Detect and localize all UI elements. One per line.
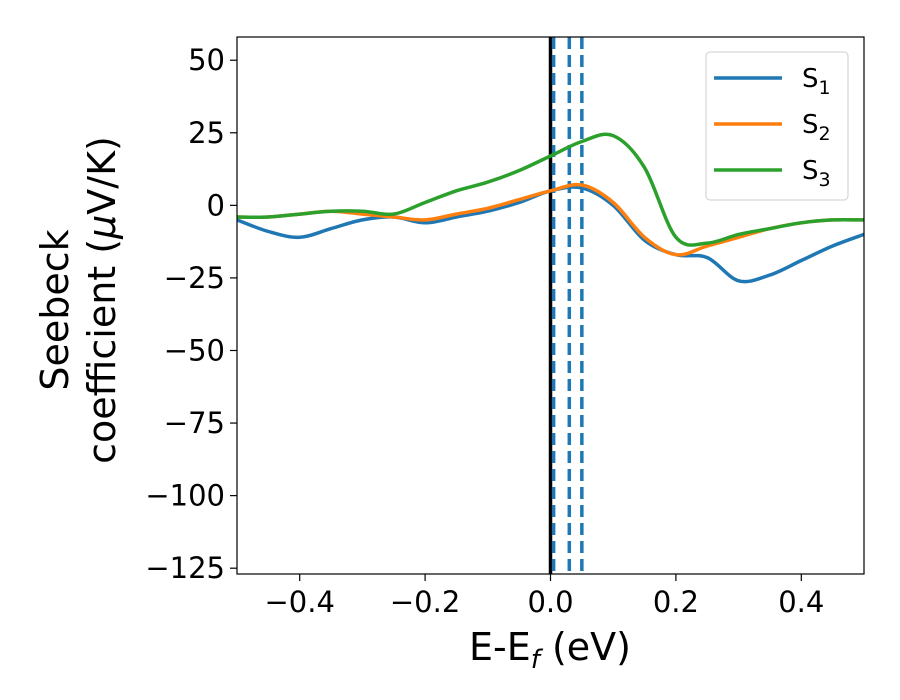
y-tick-label: 50 — [188, 43, 225, 77]
legend-label-s2: S2 — [802, 110, 831, 145]
y-tick-label: 25 — [188, 116, 225, 150]
y-axis-title-mu: μ — [80, 215, 124, 240]
reference-lines — [548, 37, 584, 574]
series-group — [237, 132, 864, 284]
x-axis: −0.4 −0.2 0.0 0.2 0.4 — [264, 574, 824, 619]
x-tick-label: 0.0 — [527, 585, 573, 619]
x-axis-title: E-Ef (eV) — [469, 625, 631, 675]
legend-frame — [705, 51, 849, 201]
legend-label-s3: S3 — [802, 156, 831, 191]
legend-label-sub: 1 — [819, 77, 831, 99]
legend-label-sub: 2 — [819, 123, 831, 145]
y-axis-title-pre: coefficient ( — [80, 239, 124, 464]
x-tick-label: 0.4 — [778, 585, 824, 619]
x-tick-label: 0.2 — [653, 585, 699, 619]
x-tick-label: −0.2 — [390, 585, 460, 619]
x-axis-title-unit: (eV) — [540, 625, 631, 669]
x-axis-title-main: E-E — [469, 625, 531, 669]
legend-label-main: S — [802, 110, 819, 140]
series-line-s3 — [237, 132, 864, 247]
y-tick-label: −50 — [164, 333, 225, 367]
y-tick-label: −100 — [145, 479, 225, 513]
legend-label-main: S — [802, 64, 819, 94]
y-axis-title-line1: Seebeck — [33, 229, 77, 390]
y-tick-label: −125 — [145, 551, 225, 585]
y-tick-label: 0 — [207, 188, 225, 222]
y-axis: 50 25 0 −25 −50 −75 −100 −125 — [145, 43, 237, 585]
y-tick-label: −25 — [164, 261, 225, 295]
y-axis-title-line2: coefficient (μV/K) — [80, 136, 124, 464]
legend-label-sub: 3 — [819, 169, 831, 191]
legend-label-s1: S1 — [802, 64, 831, 99]
x-tick-label: −0.4 — [264, 585, 334, 619]
legend-label-main: S — [802, 156, 819, 186]
y-tick-label: −75 — [164, 406, 225, 440]
y-axis-title-post: V/K) — [80, 136, 124, 215]
